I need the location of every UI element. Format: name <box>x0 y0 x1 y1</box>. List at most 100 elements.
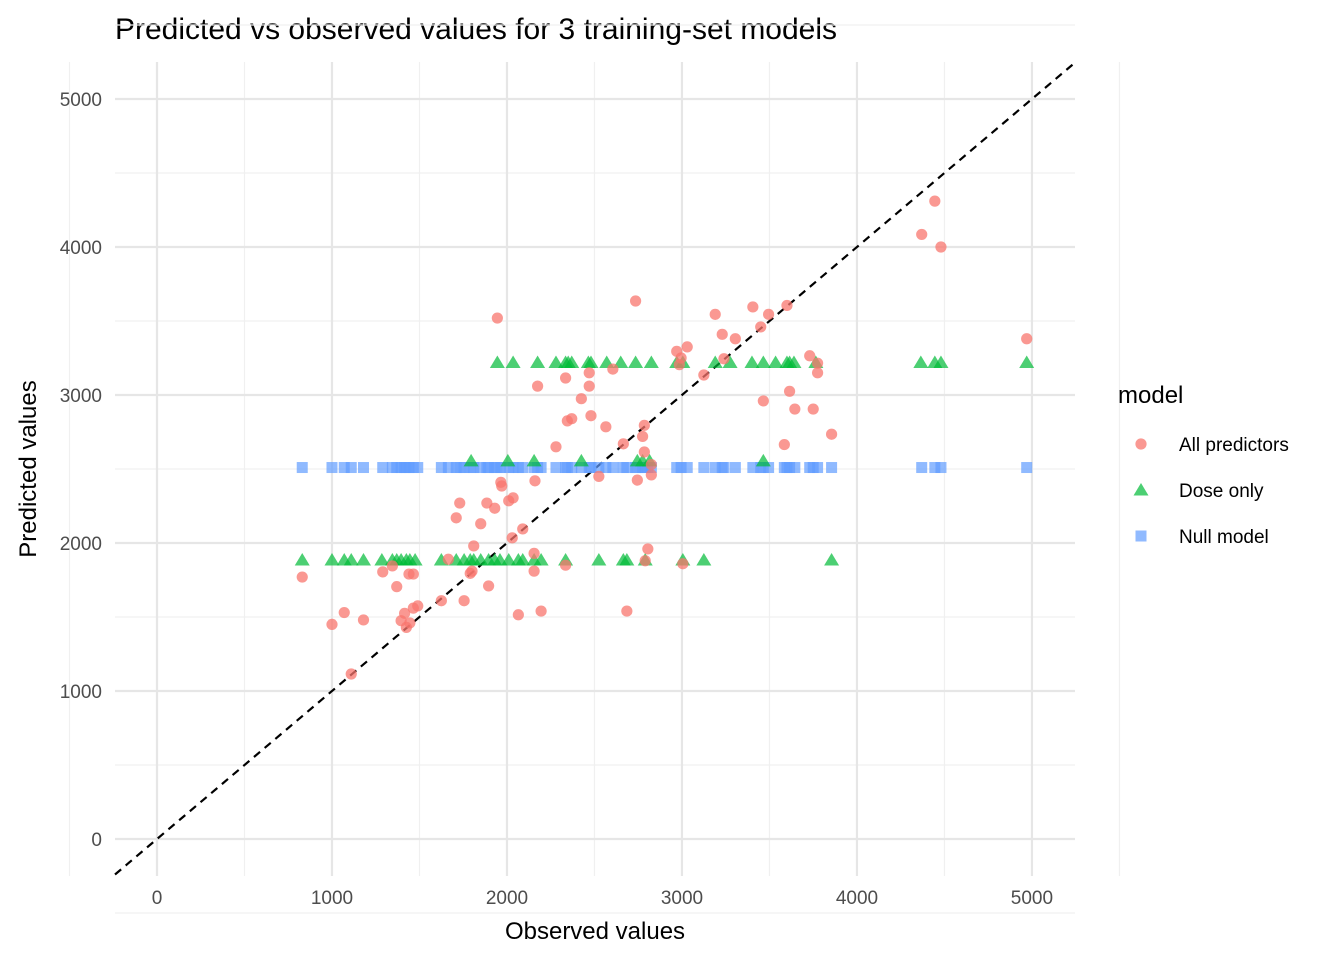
dose-only-point <box>501 553 517 566</box>
all-predictors-point <box>585 410 597 422</box>
null-model-point <box>826 462 838 474</box>
null-model-point <box>698 462 710 474</box>
all-predictors-point <box>638 446 650 458</box>
null-model-point <box>593 462 605 474</box>
all-predictors-point <box>566 413 578 425</box>
dose-only-point <box>643 355 659 368</box>
null-model-point <box>535 462 547 474</box>
all-predictors-point <box>528 565 540 577</box>
null-model-point <box>483 462 495 474</box>
null-model-point <box>916 462 928 474</box>
all-predictors-point <box>681 341 693 353</box>
all-predictors-point <box>757 395 769 407</box>
null-model-point <box>718 462 730 474</box>
x-tick-label: 4000 <box>836 888 878 909</box>
all-predictors-point <box>781 299 793 312</box>
dose-only-point <box>755 355 771 368</box>
all-predictors-point <box>621 605 633 617</box>
all-predictors-point <box>645 469 657 481</box>
all-predictors-point <box>528 547 540 559</box>
all-predictors-point <box>483 580 495 592</box>
all-predictors-point <box>560 559 572 571</box>
null-model-point <box>338 462 350 474</box>
null-model-point <box>621 462 633 474</box>
all-predictors-point <box>673 359 685 371</box>
all-predictors-point <box>496 480 508 492</box>
all-predictors-point <box>386 560 398 572</box>
null-model-point <box>607 462 619 474</box>
null-model-point <box>729 462 741 474</box>
null-model-point <box>435 462 447 474</box>
all-predictors-point <box>550 441 562 453</box>
y-tick-label: 2000 <box>60 534 102 555</box>
legend: model All predictors Dose only Null model <box>1118 382 1289 548</box>
null-model-point <box>412 462 424 474</box>
legend-label: All predictors <box>1179 435 1289 456</box>
dose-only-point <box>591 553 607 566</box>
all-predictors-point <box>468 540 480 552</box>
all-predictors-point <box>642 543 654 555</box>
dose-only-point <box>526 453 542 467</box>
dose-only-point <box>573 453 589 467</box>
dose-only-point <box>463 453 479 467</box>
dose-only-point <box>824 553 840 566</box>
dose-only-point <box>530 355 546 368</box>
x-tick-label: 0 <box>152 888 163 909</box>
null-model-point <box>296 462 308 474</box>
all-predictors-point <box>807 403 819 415</box>
y-tick-label: 3000 <box>60 386 102 407</box>
null-model-point <box>468 462 480 474</box>
all-predictors-point <box>458 595 470 607</box>
dose-only-point <box>768 355 784 368</box>
null-model-point <box>763 462 775 474</box>
all-predictors-point <box>718 353 730 365</box>
null-model-point <box>566 462 578 474</box>
all-predictors-point <box>529 475 541 487</box>
x-tick-label: 3000 <box>661 888 703 909</box>
all-predictors-point <box>583 367 595 379</box>
legend-key-square <box>1135 530 1147 542</box>
y-axis-ticks: 0 1000 2000 3000 4000 5000 <box>60 90 102 851</box>
all-predictors-point <box>338 606 350 619</box>
legend-label: Null model <box>1179 527 1269 548</box>
all-predictors-point <box>1021 333 1033 345</box>
all-predictors-point <box>454 497 466 509</box>
all-predictors-point <box>631 474 643 486</box>
null-model-point <box>681 462 693 474</box>
all-predictors-point <box>804 350 816 362</box>
all-predictors-point <box>677 558 689 570</box>
x-tick-label: 1000 <box>311 888 353 909</box>
all-predictors-point <box>778 438 790 451</box>
all-predictors-point <box>698 369 710 381</box>
null-model-point <box>600 462 612 474</box>
all-predictors-point <box>638 419 650 431</box>
all-predictors-point <box>326 618 338 631</box>
all-predictors-point <box>399 607 411 619</box>
null-model-point <box>495 462 507 474</box>
dose-only-point <box>533 553 549 566</box>
dose-only-point <box>505 355 521 368</box>
dose-only-point <box>744 355 760 368</box>
null-model-point <box>377 462 389 474</box>
all-predictors-point <box>716 328 728 340</box>
all-predictors-point <box>512 609 524 621</box>
all-predictors-point <box>491 312 503 324</box>
legend-title: model <box>1118 382 1183 409</box>
all-predictors-point <box>617 438 629 450</box>
all-predictors-point <box>916 228 928 241</box>
y-tick-label: 0 <box>91 830 102 851</box>
dose-only-point <box>913 355 929 368</box>
dose-only-point <box>355 553 371 566</box>
dose-only-point <box>407 553 423 566</box>
null-model-point <box>935 462 947 474</box>
all-predictors-point <box>811 367 824 379</box>
y-axis-label: Predicted values <box>15 380 42 557</box>
all-predictors-point <box>412 600 424 612</box>
x-axis-label: Observed values <box>505 918 685 945</box>
all-predictors-point <box>789 403 801 415</box>
x-tick-label: 5000 <box>1011 888 1053 909</box>
all-predictors-point <box>450 512 462 524</box>
dose-only-point <box>515 553 531 566</box>
all-predictors-point <box>404 617 416 629</box>
